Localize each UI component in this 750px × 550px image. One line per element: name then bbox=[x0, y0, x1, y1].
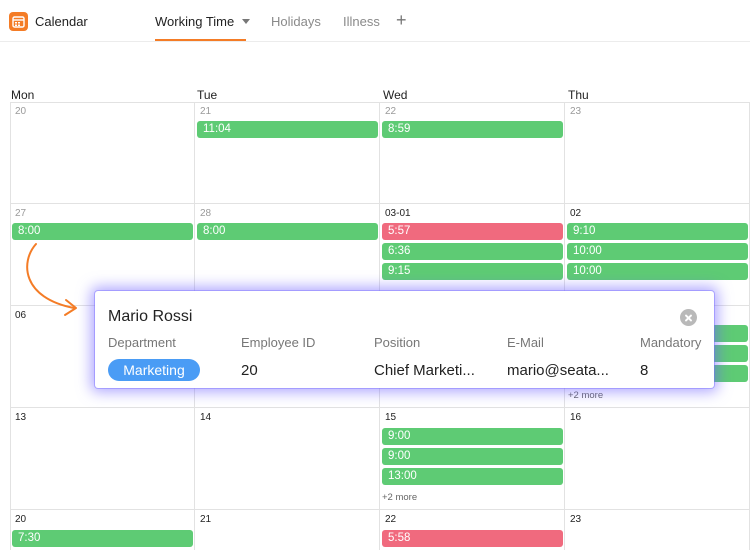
email-value: mario@seata... bbox=[507, 362, 609, 379]
add-tab-icon[interactable]: + bbox=[396, 10, 407, 30]
position-value: Chief Marketi... bbox=[374, 362, 475, 379]
event-bar[interactable]: 13:00 bbox=[382, 468, 563, 485]
more-events-link[interactable]: +2 more bbox=[382, 492, 418, 503]
department-badge: Marketing bbox=[108, 359, 200, 381]
app-title: Calendar bbox=[35, 14, 88, 29]
close-icon[interactable] bbox=[680, 309, 697, 326]
mandatory-header: Mandatory bbox=[640, 335, 702, 350]
weekday-header-wed: Wed bbox=[383, 88, 408, 102]
event-bar[interactable]: 10:00 bbox=[567, 263, 748, 280]
event-bar[interactable]: 6:36 bbox=[382, 243, 563, 260]
employee-popup: Mario Rossi Department Employee ID Posit… bbox=[95, 291, 714, 388]
day-number: 27 bbox=[15, 208, 27, 219]
day-number: 28 bbox=[200, 208, 212, 219]
event-bar[interactable]: 9:00 bbox=[382, 448, 563, 465]
active-tab-indicator bbox=[155, 39, 246, 41]
position-header: Position bbox=[374, 335, 421, 350]
employee-id-header: Employee ID bbox=[241, 335, 316, 350]
email-header: E-Mail bbox=[507, 335, 544, 350]
mandatory-value: 8 bbox=[640, 362, 649, 379]
event-bar[interactable]: 8:00 bbox=[12, 223, 193, 240]
tab-working-time[interactable]: Working Time bbox=[155, 14, 251, 29]
day-number: 23 bbox=[570, 514, 582, 525]
event-bar[interactable]: 9:00 bbox=[382, 428, 563, 445]
day-number: 15 bbox=[385, 412, 397, 423]
event-bar[interactable]: 8:00 bbox=[197, 223, 378, 240]
day-number: 22 bbox=[385, 514, 397, 525]
top-bar: Calendar Working Time Holidays Illness + bbox=[0, 0, 750, 42]
event-bar[interactable]: 10:00 bbox=[567, 243, 748, 260]
day-number: 02 bbox=[570, 208, 582, 219]
employee-name: Mario Rossi bbox=[108, 308, 193, 325]
day-number: 14 bbox=[200, 412, 212, 423]
tab-illness[interactable]: Illness bbox=[343, 14, 380, 29]
event-bar[interactable]: 9:15 bbox=[382, 263, 563, 280]
day-number: 22 bbox=[385, 106, 397, 117]
calendar-app-icon bbox=[9, 12, 28, 31]
day-number: 13 bbox=[15, 412, 27, 423]
event-bar[interactable]: 7:30 bbox=[12, 530, 193, 547]
weekday-header-mon: Mon bbox=[11, 88, 35, 102]
event-bar-late[interactable]: 5:58 bbox=[382, 530, 563, 547]
event-bar[interactable]: 8:59 bbox=[382, 121, 563, 138]
department-header: Department bbox=[108, 335, 176, 350]
event-bar-late[interactable]: 5:57 bbox=[382, 223, 563, 240]
day-number: 23 bbox=[570, 106, 582, 117]
event-bar[interactable]: 9:10 bbox=[567, 223, 748, 240]
tab-working-time-label: Working Time bbox=[155, 14, 235, 29]
chevron-down-icon[interactable] bbox=[242, 19, 251, 24]
weekday-header-tue: Tue bbox=[197, 88, 218, 102]
weekday-header-thu: Thu bbox=[568, 88, 589, 102]
day-number: 06 bbox=[15, 310, 27, 321]
more-events-link[interactable]: +2 more bbox=[568, 390, 604, 401]
day-number: 21 bbox=[200, 106, 212, 117]
day-number: 20 bbox=[15, 106, 27, 117]
event-bar[interactable]: 11:04 bbox=[197, 121, 378, 138]
tab-holidays[interactable]: Holidays bbox=[271, 14, 321, 29]
day-number: 16 bbox=[570, 412, 582, 423]
employee-id-value: 20 bbox=[241, 362, 258, 379]
annotation-arrow-icon bbox=[26, 243, 77, 316]
day-number: 03-01 bbox=[385, 208, 411, 219]
day-number: 20 bbox=[15, 514, 27, 525]
day-number: 21 bbox=[200, 514, 212, 525]
